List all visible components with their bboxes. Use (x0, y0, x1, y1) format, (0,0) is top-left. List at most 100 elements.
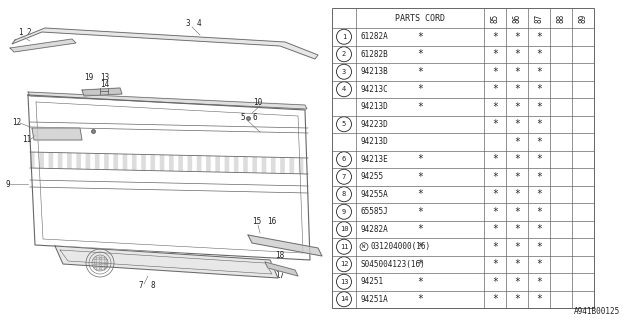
Text: 13: 13 (100, 73, 109, 82)
Text: *: * (492, 189, 498, 199)
Text: 94213E: 94213E (360, 155, 388, 164)
Text: 3: 3 (185, 19, 189, 28)
Text: *: * (514, 172, 520, 182)
Text: 16: 16 (267, 217, 276, 226)
Text: 19: 19 (84, 73, 93, 82)
Text: 11: 11 (22, 135, 31, 144)
Text: 6: 6 (252, 113, 257, 122)
Text: *: * (492, 154, 498, 164)
Text: *: * (492, 259, 498, 269)
Text: *: * (514, 189, 520, 199)
Text: *: * (417, 224, 423, 234)
Text: *: * (492, 84, 498, 94)
Text: *: * (514, 119, 520, 129)
Text: 61282B: 61282B (360, 50, 388, 59)
Text: *: * (536, 32, 542, 42)
Text: *: * (536, 207, 542, 217)
Polygon shape (206, 156, 211, 172)
Text: *: * (514, 207, 520, 217)
Polygon shape (234, 156, 239, 172)
Polygon shape (169, 155, 173, 171)
Polygon shape (215, 156, 220, 172)
Text: *: * (536, 84, 542, 94)
Polygon shape (141, 155, 146, 171)
Text: 2: 2 (342, 51, 346, 57)
Text: *: * (514, 102, 520, 112)
Text: *: * (536, 119, 542, 129)
Text: *: * (492, 67, 498, 77)
Text: *: * (536, 189, 542, 199)
Text: *: * (417, 172, 423, 182)
Text: 2: 2 (26, 28, 31, 37)
Text: A941B00125: A941B00125 (573, 307, 620, 316)
Polygon shape (58, 153, 63, 169)
Text: *: * (492, 277, 498, 287)
Polygon shape (243, 156, 248, 173)
Text: 15: 15 (252, 217, 261, 226)
Polygon shape (188, 156, 192, 172)
Polygon shape (271, 157, 276, 173)
Text: 6: 6 (342, 156, 346, 162)
Text: *: * (417, 154, 423, 164)
Text: 94255: 94255 (360, 172, 383, 181)
Text: 86: 86 (513, 13, 522, 23)
Text: *: * (536, 102, 542, 112)
Bar (332, 8, 594, 308)
Text: 11: 11 (340, 244, 348, 250)
Polygon shape (252, 157, 257, 173)
Polygon shape (179, 155, 183, 171)
Text: 9: 9 (5, 180, 10, 189)
Text: *: * (536, 154, 542, 164)
Text: 13: 13 (340, 279, 348, 285)
Text: *: * (492, 119, 498, 129)
Text: 17: 17 (275, 271, 284, 280)
Text: *: * (417, 67, 423, 77)
Polygon shape (160, 155, 164, 171)
Text: *: * (514, 242, 520, 252)
Text: 12: 12 (340, 261, 348, 267)
Text: *: * (536, 67, 542, 77)
Text: 89: 89 (579, 13, 588, 23)
Polygon shape (123, 154, 127, 170)
Text: 14: 14 (340, 296, 348, 302)
Text: 4: 4 (342, 86, 346, 92)
Text: *: * (417, 207, 423, 217)
Text: *: * (514, 277, 520, 287)
Polygon shape (132, 154, 136, 170)
Polygon shape (113, 154, 118, 170)
Text: *: * (514, 32, 520, 42)
Text: 88: 88 (557, 13, 566, 23)
Text: 5: 5 (240, 113, 244, 122)
Polygon shape (248, 235, 322, 256)
Text: *: * (417, 189, 423, 199)
Text: *: * (514, 137, 520, 147)
Polygon shape (104, 154, 109, 170)
Text: 031204000(16): 031204000(16) (370, 242, 430, 251)
Polygon shape (39, 152, 44, 168)
Polygon shape (265, 262, 298, 276)
Text: 3: 3 (342, 69, 346, 75)
Text: *: * (417, 49, 423, 59)
Text: W: W (362, 244, 365, 249)
Text: *: * (536, 259, 542, 269)
Polygon shape (95, 153, 99, 170)
Text: *: * (417, 294, 423, 304)
Text: 1: 1 (18, 28, 22, 37)
Text: 18: 18 (275, 251, 284, 260)
Text: *: * (514, 294, 520, 304)
Text: *: * (417, 277, 423, 287)
Text: 14: 14 (100, 80, 109, 89)
Text: 94213D: 94213D (360, 102, 388, 111)
Text: *: * (514, 67, 520, 77)
Text: *: * (536, 294, 542, 304)
Text: *: * (492, 172, 498, 182)
Text: 5: 5 (342, 121, 346, 127)
Text: *: * (417, 102, 423, 112)
Text: S045004123(16): S045004123(16) (360, 260, 425, 269)
Polygon shape (289, 158, 294, 174)
Text: 94213C: 94213C (360, 85, 388, 94)
Text: 10: 10 (253, 98, 262, 107)
Text: *: * (514, 49, 520, 59)
Text: 94223D: 94223D (360, 120, 388, 129)
Polygon shape (86, 153, 90, 169)
